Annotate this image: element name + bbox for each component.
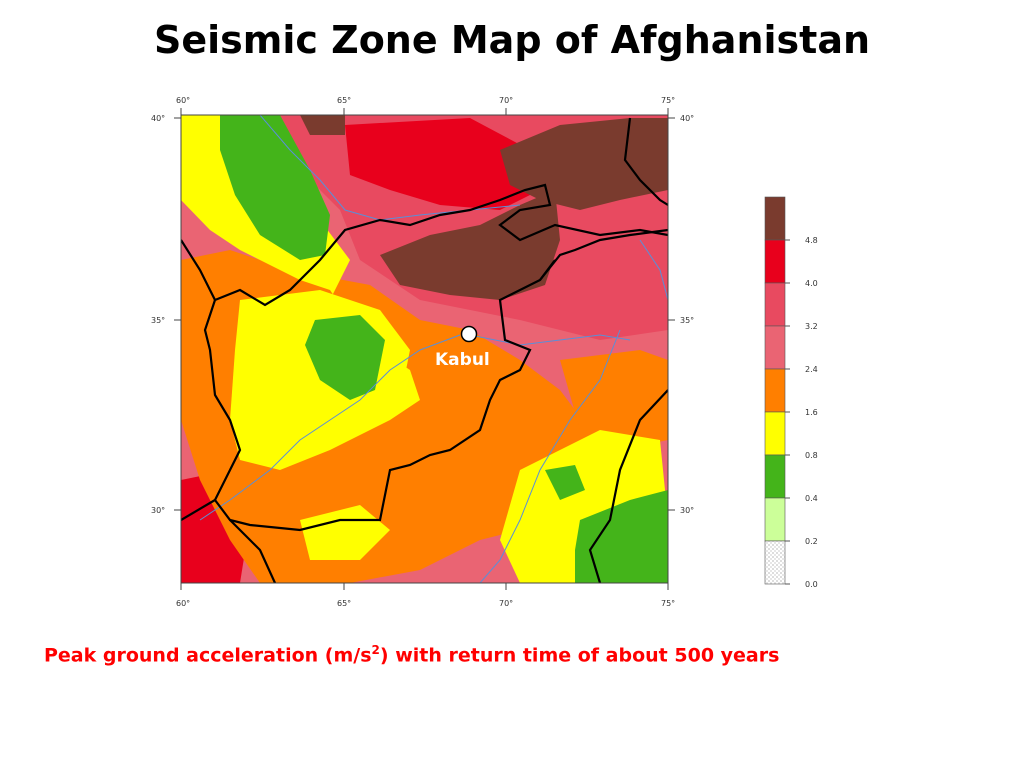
lon-tick-bottom-70: 70° bbox=[499, 599, 513, 608]
river-indus bbox=[479, 329, 621, 583]
border-iran bbox=[181, 499, 216, 521]
lat-tick-left-30: 30° bbox=[151, 506, 165, 515]
border-east bbox=[623, 117, 668, 206]
legend-label-0.8: 0.8 bbox=[805, 451, 818, 460]
legend-label-0.0: 0.0 bbox=[805, 580, 818, 589]
lat-tick-left-40: 40° bbox=[151, 114, 165, 123]
zone-green-north bbox=[220, 115, 330, 260]
caption-superscript: 2 bbox=[371, 643, 380, 657]
lon-tick-top-75: 75° bbox=[661, 96, 675, 105]
legend-swatch-yellow bbox=[764, 411, 786, 456]
lon-tick-bottom-75: 75° bbox=[661, 599, 675, 608]
border-pakistan bbox=[539, 228, 668, 281]
lat-tick-right-40: 40° bbox=[680, 114, 694, 123]
border-india bbox=[588, 389, 668, 583]
zone-green-small bbox=[545, 465, 585, 500]
zone-dark-red-north bbox=[345, 118, 540, 210]
zone-orange-east bbox=[560, 350, 668, 450]
zone-green-southeast bbox=[575, 490, 668, 583]
legend-label-1.6: 1.6 bbox=[805, 408, 818, 417]
lon-ticks-bottom: 60° 65° 70° 75° bbox=[176, 583, 675, 608]
zone-brown-hindukush bbox=[380, 190, 560, 300]
legend-label-4.8: 4.8 bbox=[805, 236, 818, 245]
legend-ticks: 4.8 4.0 3.2 2.4 1.6 0.8 0.4 0.2 0.0 bbox=[785, 236, 818, 589]
lon-ticks-top: 60° 65° 70° 75° bbox=[176, 96, 675, 115]
lon-tick-bottom-65: 65° bbox=[337, 599, 351, 608]
hazard-map bbox=[181, 115, 668, 583]
zone-green-center bbox=[305, 315, 385, 400]
legend-swatch-green bbox=[764, 454, 786, 499]
river-east bbox=[639, 239, 668, 301]
river-helmand bbox=[199, 334, 461, 521]
lat-tick-right-30: 30° bbox=[680, 506, 694, 515]
border-south bbox=[229, 519, 277, 583]
lat-ticks-right: 40° 35° 30° bbox=[668, 114, 694, 515]
lon-tick-top-60: 60° bbox=[176, 96, 190, 105]
legend-label-4.0: 4.0 bbox=[805, 279, 818, 288]
zone-yellow-south bbox=[300, 505, 390, 560]
legend-swatch-orange bbox=[764, 368, 786, 413]
lon-tick-top-65: 65° bbox=[337, 96, 351, 105]
legend-label-0.2: 0.2 bbox=[805, 537, 818, 546]
lat-tick-right-35: 35° bbox=[680, 316, 694, 325]
legend-swatch-brown bbox=[764, 196, 786, 241]
river-kabul bbox=[469, 334, 631, 346]
caption-prefix: Peak ground acceleration (m/s bbox=[44, 644, 372, 667]
legend-swatch-red bbox=[764, 282, 786, 327]
legend-swatch-dark-red bbox=[764, 239, 786, 284]
legend-swatch-pink bbox=[764, 325, 786, 370]
legend-label-3.2: 3.2 bbox=[805, 322, 818, 331]
legend-label-2.4: 2.4 bbox=[805, 365, 818, 374]
border-afghanistan bbox=[203, 183, 668, 532]
kabul-label: Kabul bbox=[435, 350, 490, 370]
page-title: Seismic Zone Map of Afghanistan bbox=[153, 18, 871, 62]
zone-brown-pamir bbox=[500, 118, 668, 210]
map-frame bbox=[180, 114, 669, 584]
border-north bbox=[181, 239, 216, 301]
legend-label-0.4: 0.4 bbox=[805, 494, 818, 503]
lon-tick-bottom-60: 60° bbox=[176, 599, 190, 608]
map-caption: Peak ground acceleration (m/s2) with ret… bbox=[44, 643, 779, 666]
zone-brown-small bbox=[300, 115, 345, 135]
caption-suffix: ) with return time of about 500 years bbox=[379, 644, 780, 667]
lat-ticks-left: 40° 35° 30° bbox=[151, 114, 181, 515]
kabul-marker-icon bbox=[460, 325, 478, 343]
legend-swatch-white bbox=[764, 540, 786, 585]
legend-swatch-light-green bbox=[764, 497, 786, 542]
legend-colorbar bbox=[764, 196, 786, 585]
lat-tick-left-35: 35° bbox=[151, 316, 165, 325]
lon-tick-top-70: 70° bbox=[499, 96, 513, 105]
